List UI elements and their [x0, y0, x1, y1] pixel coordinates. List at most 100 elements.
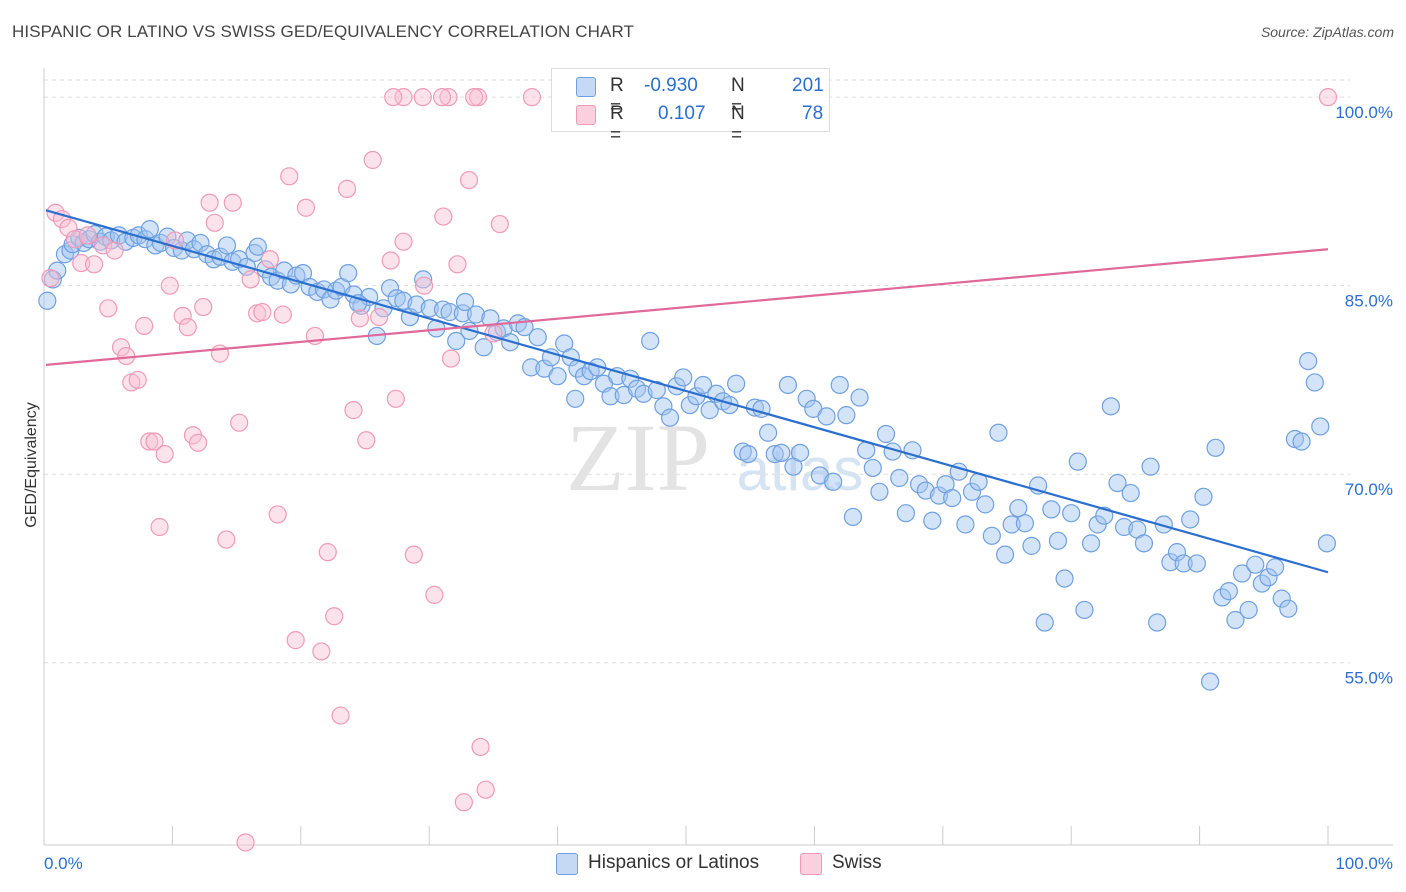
hispanic-point [739, 445, 758, 464]
hispanic-point [890, 468, 909, 488]
hispanic-point [1226, 610, 1245, 630]
hispanic-point [700, 401, 719, 420]
swiss-point [241, 270, 260, 289]
swiss-point [273, 305, 292, 324]
hispanic-point [956, 515, 975, 534]
hispanic-point [1042, 500, 1061, 519]
swiss-point [296, 198, 316, 217]
hispanic-point [1002, 515, 1021, 534]
swiss-point [318, 543, 337, 562]
hispanic-point [647, 380, 666, 400]
swiss-point [413, 88, 432, 107]
hispanic-point [566, 389, 585, 408]
swiss-point [145, 432, 164, 451]
swiss-point [465, 88, 484, 107]
swiss-point [111, 338, 131, 357]
hispanic-point [528, 328, 547, 347]
hispanic-point [1035, 613, 1054, 632]
hispanic-point [943, 488, 962, 508]
swiss-point [459, 170, 479, 190]
hispanic-point [876, 424, 896, 444]
hispanic-point [455, 292, 475, 312]
hispanic-point [759, 423, 778, 442]
hispanic-point [1200, 672, 1220, 691]
hispanic-point [929, 486, 949, 505]
hispanic-point [474, 338, 493, 357]
swiss-point [286, 631, 305, 650]
hispanic-point [447, 331, 466, 351]
legend-r-value: -0.930 [644, 75, 698, 96]
swiss-point [280, 167, 299, 186]
swiss-point [260, 250, 280, 269]
hispanic-point [1252, 574, 1271, 593]
hispanic-point [641, 331, 660, 351]
data-points [38, 88, 1338, 852]
hispanic-point [863, 458, 882, 478]
hispanic-point [1009, 499, 1028, 518]
hispanic-point [1305, 373, 1324, 392]
swiss-point [59, 218, 78, 237]
swiss-point [468, 88, 488, 107]
legend-n-value: 78 [802, 103, 824, 124]
watermark-atlas: atlas [737, 436, 864, 503]
swiss-point [439, 88, 458, 107]
hispanic-point [962, 482, 982, 501]
hispanic-point [1299, 351, 1318, 371]
hispanic-point [923, 511, 942, 530]
hispanic-point [1259, 568, 1278, 587]
hispanic-point [810, 466, 830, 485]
hispanic-point [850, 388, 869, 407]
hispanic-point [797, 389, 816, 408]
hispanic-point [830, 375, 849, 395]
hispanic-point [1187, 554, 1206, 573]
swiss-point [448, 255, 467, 274]
hispanic-point [1101, 397, 1120, 416]
hispanic-point [1115, 517, 1134, 537]
hispanic-point [1311, 417, 1330, 436]
swiss-point [476, 780, 495, 799]
legend-r-value: 0.107 [658, 103, 706, 124]
hispanic-point [1181, 510, 1200, 529]
y-tick-label: 70.0% [1345, 480, 1393, 499]
hispanic-point [1134, 534, 1154, 553]
grid-lines [44, 79, 1350, 664]
hispanic-point [1206, 438, 1225, 457]
legend-n-value: 201 [792, 75, 824, 96]
hispanic-point [772, 443, 791, 462]
hispanic-point [843, 507, 863, 527]
hispanic-point [548, 367, 567, 386]
hispanic-trend-line [45, 209, 1329, 574]
bottom-legend-swatch-hispanic [556, 853, 578, 875]
swiss-point [394, 88, 413, 107]
hispanic-point [339, 264, 358, 283]
swiss-point [441, 349, 461, 368]
hispanic-point [1081, 534, 1101, 553]
swiss-point [471, 737, 490, 757]
swiss-point [432, 88, 452, 107]
tick-labels: 100.0% 85.0% 70.0% 55.0% 0.0% 100.0% [44, 103, 1393, 873]
swiss-point [205, 213, 224, 232]
swiss-point [84, 255, 104, 274]
hispanic-point [660, 408, 680, 427]
hispanic-point [1068, 452, 1087, 471]
swiss-point [253, 302, 272, 322]
hispanic-point [466, 305, 486, 324]
swiss-point [414, 276, 434, 295]
hispanic-point [1232, 564, 1252, 583]
hispanic-point [1174, 554, 1193, 573]
swiss-point [99, 299, 118, 318]
hispanic-point [140, 220, 159, 239]
hispanic-point [727, 374, 746, 393]
hispanic-point [1048, 531, 1068, 550]
hispanic-point [870, 482, 889, 501]
hispanic-point [217, 236, 237, 255]
axes [43, 68, 1393, 846]
swiss-point [93, 236, 113, 255]
swiss-point [434, 207, 453, 226]
legend-r-label: R = [610, 103, 624, 146]
watermark-zip: ZIP [566, 404, 710, 511]
hispanic-point [1141, 457, 1160, 476]
swiss-point [140, 432, 159, 451]
swiss-point [78, 226, 97, 245]
hispanic-point [1075, 600, 1094, 620]
